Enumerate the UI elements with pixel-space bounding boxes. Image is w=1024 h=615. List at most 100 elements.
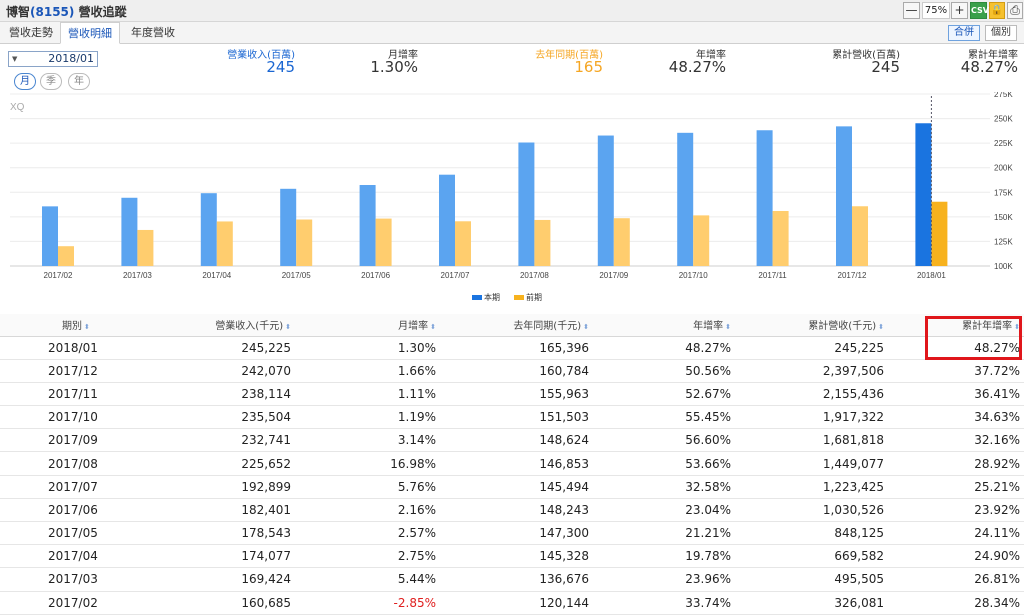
column-header-label: 年增率 (693, 321, 724, 333)
bar-previous (137, 229, 154, 266)
bar-previous (693, 215, 710, 266)
bar-previous (852, 206, 868, 266)
tab-revenue-trend[interactable]: 營收走勢 (9, 26, 53, 39)
table-cell: 28.34% (888, 591, 1024, 615)
table-cell: 55.45% (593, 405, 735, 430)
zoom-level[interactable]: 75% (922, 2, 950, 19)
table-cell: 225,652 (130, 451, 295, 476)
table-cell: 2,155,436 (735, 382, 888, 407)
x-tick-label: 2018/01 (917, 271, 946, 280)
table-row[interactable]: 2017/12 242,070 1.66% 160,784 50.56% 2,397,50… (0, 359, 1024, 383)
y-tick-label: 175K (994, 188, 1013, 197)
column-header-yoy[interactable]: 年增率 ⬍ (593, 314, 735, 337)
table-row[interactable]: 2017/07 192,899 5.76% 145,494 32.58% 1,223,42… (0, 475, 1024, 499)
column-header-last-year[interactable]: 去年同期(千元) ⬍ (440, 314, 593, 337)
table-cell: 50.56% (593, 359, 735, 383)
zoom-in-button[interactable]: + (951, 2, 968, 19)
column-header-mom[interactable]: 月增率 ⬍ (295, 314, 440, 337)
column-header-label: 去年同期(千元) (513, 321, 582, 333)
csv-export-icon[interactable]: CSV (970, 2, 989, 19)
table-cell: 120,144 (440, 591, 593, 615)
table-cell: 25.21% (888, 475, 1024, 499)
bar-previous (296, 219, 313, 266)
sort-icon: ⬍ (1014, 323, 1020, 332)
table-row[interactable]: 2017/06 182,401 2.16% 148,243 23.04% 1,030,52… (0, 498, 1024, 523)
table-cell: 2.57% (295, 521, 440, 546)
tab-annual-revenue[interactable]: 年度營收 (131, 26, 175, 39)
table-row[interactable]: 2017/02 160,685 -2.85% 120,144 33.74% 326,081… (0, 591, 1024, 615)
table-cell: 23.04% (593, 498, 735, 523)
table-cell: 238,114 (130, 382, 295, 407)
table-cell: 1.66% (295, 359, 440, 383)
column-header-period[interactable]: 期別 ⬍ (0, 314, 130, 337)
column-header-revenue[interactable]: 營業收入(千元) ⬍ (130, 314, 295, 337)
table-cell: 182,401 (130, 498, 295, 523)
table-header-row: 期別 ⬍ 營業收入(千元) ⬍ 月增率 ⬍ 去年同期(千元) ⬍ 年增率 ⬍ 累計營收(千… (0, 314, 1024, 337)
bar-current (200, 193, 217, 266)
table-cell: 21.21% (593, 521, 735, 546)
table-cell: 34.63% (888, 405, 1024, 430)
table-cell: 2017/02 (0, 591, 130, 615)
x-tick-label: 2017/11 (758, 271, 787, 280)
table-cell: 242,070 (130, 359, 295, 383)
summary-label-cumulative-yoy: 累計年增率 (968, 50, 1018, 61)
table-row[interactable]: 2017/10 235,504 1.19% 151,503 55.45% 1,917,32… (0, 405, 1024, 430)
bar-current (756, 130, 773, 266)
bar-current (677, 132, 694, 266)
table-row[interactable]: 2017/09 232,741 3.14% 148,624 56.60% 1,681,81… (0, 428, 1024, 453)
x-tick-label: 2017/02 (44, 271, 73, 280)
table-cell: 1,917,322 (735, 405, 888, 430)
merged-button[interactable]: 合併 (948, 25, 980, 41)
summary-value-revenue: 245 (266, 58, 295, 76)
legend-previous-label: 前期 (526, 293, 542, 302)
table-row[interactable]: 2017/05 178,543 2.57% 147,300 21.21% 848,125 2… (0, 521, 1024, 546)
summary-value-last-year: 165 (574, 58, 603, 76)
summary-label-mom: 月增率 (388, 50, 418, 61)
legend-previous-swatch (514, 295, 524, 300)
table-cell: 23.96% (593, 567, 735, 592)
bar-previous (375, 218, 392, 266)
x-tick-label: 2017/03 (123, 271, 152, 280)
date-select[interactable]: ▼ 2018/01 (8, 51, 98, 67)
table-row[interactable]: 2017/08 225,652 16.98% 146,853 53.66% 1,449,0… (0, 451, 1024, 476)
table-row[interactable]: 2017/11 238,114 1.11% 155,963 52.67% 2,155,43… (0, 382, 1024, 407)
table-cell: 1.30% (295, 336, 440, 360)
bar-current (42, 206, 58, 266)
table-cell: 160,685 (130, 591, 295, 615)
zoom-out-button[interactable]: — (903, 2, 920, 19)
lock-icon[interactable]: 🔒 (989, 2, 1005, 19)
bar-previous (216, 221, 233, 266)
sort-icon: ⬍ (583, 323, 589, 332)
bar-current (359, 185, 376, 266)
print-icon[interactable]: ⎙ (1007, 2, 1023, 19)
period-year-button[interactable]: 年 (68, 73, 90, 90)
bar-current (439, 174, 455, 266)
table-cell: 2017/08 (0, 451, 130, 476)
table-cell: 2017/11 (0, 382, 130, 407)
table-row[interactable]: 2017/03 169,424 5.44% 136,676 23.96% 495,505 2… (0, 567, 1024, 592)
legend-current-swatch (472, 295, 482, 300)
table-cell: 1,681,818 (735, 428, 888, 453)
y-tick-label: 125K (994, 237, 1013, 246)
period-month-button[interactable]: 月 (14, 73, 36, 90)
table-cell: 1.11% (295, 382, 440, 407)
column-header-cumulative[interactable]: 累計營收(千元) ⬍ (735, 314, 888, 337)
table-cell: 148,243 (440, 498, 593, 523)
period-quarter-button[interactable]: 季 (40, 73, 62, 90)
bar-current (836, 126, 852, 267)
table-row[interactable]: 2017/04 174,077 2.75% 145,328 19.78% 669,582 2… (0, 544, 1024, 569)
page-name: 營收追蹤 (74, 5, 127, 19)
column-header-label: 營業收入(千元) (215, 321, 284, 333)
table-row[interactable]: 2018/01 245,225 1.30% 165,396 48.27% 245,225 4… (0, 336, 1024, 360)
table-cell: 52.67% (593, 382, 735, 407)
date-value: 2018/01 (48, 52, 94, 65)
individual-button[interactable]: 個別 (985, 25, 1017, 41)
tab-revenue-detail[interactable]: 營收明細 (60, 22, 120, 44)
column-header-cumulative-yoy[interactable]: 累計年增率 ⬍ (888, 314, 1024, 337)
y-tick-label: 100K (994, 262, 1013, 271)
summary-label-yoy: 年增率 (696, 50, 726, 61)
bar-previous (534, 219, 551, 266)
table-cell: 2017/07 (0, 475, 130, 499)
table-cell: 32.16% (888, 428, 1024, 453)
table-cell: 5.76% (295, 475, 440, 499)
